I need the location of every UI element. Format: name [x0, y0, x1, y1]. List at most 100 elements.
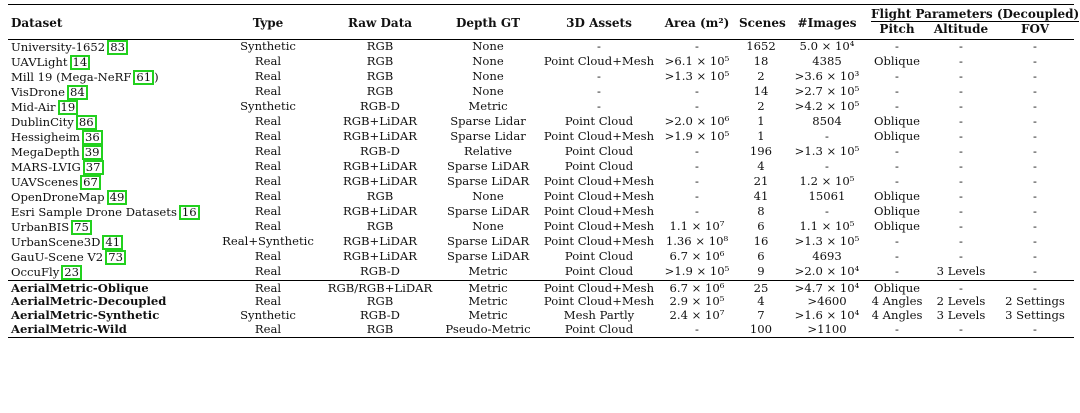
cell-area: -: [695, 84, 699, 99]
cell-area: -: [695, 174, 699, 189]
citation-link[interactable]: 41: [102, 234, 124, 250]
cell-altitude: -: [959, 114, 963, 129]
cell-fov: -: [996, 279, 1074, 296]
cell-area: >1.3 × 10⁵: [664, 69, 730, 84]
cell-raw: RGB-D: [360, 99, 400, 114]
citation-link[interactable]: 73: [105, 249, 126, 265]
citation-link[interactable]: 19: [57, 99, 79, 115]
cell-assets: Point Cloud+Mesh: [543, 204, 655, 219]
cell-altitude: -: [959, 219, 963, 234]
cell-assets: -: [597, 39, 601, 54]
cell-pitch: -: [895, 39, 899, 54]
cell-raw: RGB: [366, 69, 394, 84]
cell-assets: Point Cloud: [564, 159, 634, 174]
header-scenes: Scenes: [739, 15, 786, 30]
dataset-name-cell: MegaDepth 39: [8, 144, 212, 160]
cell-depth: Sparse LiDAR: [446, 234, 530, 249]
cell-pitch: Oblique: [873, 204, 921, 219]
cell-depth: Metric: [436, 279, 540, 296]
cell-altitude: -: [959, 249, 963, 264]
cell-type: Real: [254, 114, 282, 129]
dataset-name: Mid-Air: [11, 99, 56, 114]
cell-area: >1.9 × 10⁵: [664, 264, 730, 279]
cell-area: -: [695, 204, 699, 219]
citation-link[interactable]: 36: [82, 129, 103, 145]
cell-area: >6.1 × 10⁵: [664, 54, 730, 69]
citation-link[interactable]: 37: [82, 159, 104, 175]
dataset-name-cell: University-1652 83: [8, 39, 212, 55]
cell-assets: -: [597, 99, 601, 114]
cell-altitude: -: [926, 322, 996, 338]
cell-scenes: 41: [753, 189, 769, 204]
header-raw-data: Raw Data: [347, 15, 413, 30]
cell-pitch: -: [895, 159, 899, 174]
citation-link[interactable]: 23: [61, 264, 83, 280]
cell-altitude: -: [959, 84, 963, 99]
cell-assets: Point Cloud: [564, 264, 634, 279]
cell-altitude: -: [959, 69, 963, 84]
cell-scenes: 1652: [746, 39, 776, 54]
cell-type: Real: [254, 219, 282, 234]
cell-altitude: 3 Levels: [936, 308, 986, 323]
cell-depth: None: [472, 84, 504, 99]
cell-scenes: 2: [757, 99, 765, 114]
cell-type: Synthetic: [240, 308, 296, 323]
cell-fov: -: [1033, 54, 1037, 69]
cell-pitch: 4 Angles: [871, 294, 923, 309]
cell-type: Real: [212, 279, 324, 296]
table-row: VisDrone 84 Real RGB None - - 14 >2.7 × 10⁵ - - -: [8, 84, 1074, 100]
cell-type: Real+Synthetic: [222, 234, 314, 249]
citation-link[interactable]: 67: [80, 174, 101, 190]
citation-link[interactable]: 83: [107, 39, 128, 55]
dataset-name-cell: UrbanScene3D 41: [8, 234, 212, 250]
cell-depth: None: [472, 219, 504, 234]
cell-assets: Point Cloud: [564, 249, 634, 264]
cell-scenes: 6: [757, 219, 765, 234]
cell-altitude: 2 Levels: [936, 294, 986, 309]
table-row-ours: AerialMetric-Oblique Real RGB/RGB+LiDAR Met…: [8, 279, 1074, 296]
table-row: MegaDepth 39 Real RGB-D Relative Point Cloud -…: [8, 144, 1074, 160]
cell-type: Real: [254, 204, 282, 219]
cell-images: >1.3 × 10⁵: [794, 144, 860, 159]
citation-link[interactable]: 84: [66, 84, 88, 100]
dataset-name-cell: Mid-Air 19: [8, 99, 212, 115]
dataset-name-cell: Hessigheim 36: [8, 129, 212, 145]
header-area: Area (m²): [664, 15, 730, 30]
cell-type: Real: [254, 264, 282, 279]
cell-images: >1100: [786, 322, 868, 338]
cell-fov: -: [1033, 144, 1037, 159]
citation-link[interactable]: 16: [178, 204, 200, 220]
cell-type: Real: [254, 189, 282, 204]
table-row: DublinCity 86 Real RGB+LiDAR Sparse Lidar Poi…: [8, 114, 1074, 130]
table-row: OpenDroneMap 49 Real RGB None Point Cloud+Mes…: [8, 189, 1074, 205]
cell-images: 4385: [812, 54, 842, 69]
cell-depth: Sparse Lidar: [450, 129, 526, 144]
cell-fov: -: [1033, 219, 1037, 234]
cell-depth: Metric: [468, 308, 508, 323]
citation-link[interactable]: 75: [71, 219, 92, 235]
cell-fov: -: [1033, 84, 1037, 99]
cell-images: -: [825, 129, 829, 144]
cell-depth: Relative: [464, 144, 512, 159]
cell-raw: RGB+LiDAR: [342, 234, 418, 249]
citation-link[interactable]: 86: [75, 114, 97, 130]
cell-depth: Sparse LiDAR: [446, 174, 530, 189]
citation-link[interactable]: 39: [81, 144, 103, 160]
table-row: UrbanBIS 75 Real RGB None Point Cloud+Mesh 1.1…: [8, 219, 1074, 235]
cell-assets: Point Cloud+Mesh: [540, 279, 658, 296]
cell-fov: -: [1033, 174, 1037, 189]
dataset-name-cell: OpenDroneMap 49: [8, 189, 212, 205]
cell-assets: Point Cloud: [564, 144, 634, 159]
cell-depth: None: [472, 189, 504, 204]
cell-scenes: 4: [757, 294, 765, 309]
citation-link[interactable]: 61: [133, 69, 155, 85]
header-type: Type: [252, 15, 284, 30]
table-row: Mill 19 (Mega-NeRF 61) Real RGB None - >1.3 × …: [8, 69, 1074, 85]
citation-link[interactable]: 14: [69, 54, 91, 70]
dataset-name-cell: DublinCity 86: [8, 114, 212, 130]
cell-depth: Pseudo-Metric: [436, 322, 540, 338]
citation-link[interactable]: 49: [106, 189, 128, 205]
cell-fov: 2 Settings: [1005, 294, 1065, 309]
cell-scenes: 196: [749, 144, 773, 159]
dataset-name-cell: UAVLight 14: [8, 54, 212, 70]
